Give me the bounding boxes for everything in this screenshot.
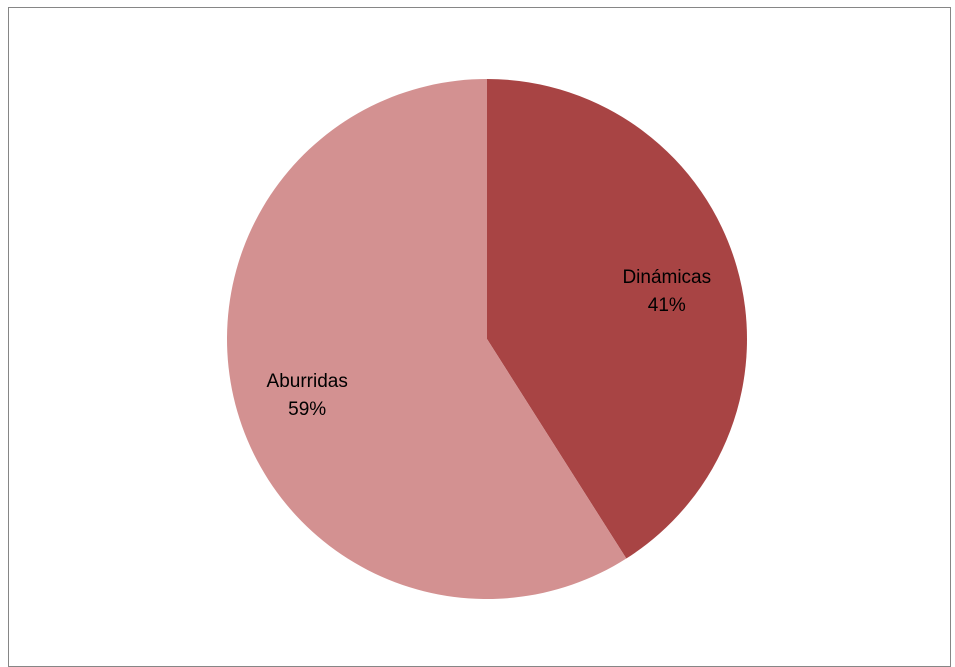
slice-value-aburridas: 59% <box>288 399 326 420</box>
slice-value-dinamicas: 41% <box>648 295 686 316</box>
pie-slices <box>227 78 748 599</box>
slice-label-dinamicas: Dinámicas <box>622 267 711 288</box>
pie-labels: Dinámicas 41% Aburridas 59% <box>267 267 712 420</box>
slice-label-aburridas: Aburridas <box>267 371 348 392</box>
pie-slice-aburridas <box>227 79 627 599</box>
pie-slice-dinamicas <box>487 78 748 559</box>
